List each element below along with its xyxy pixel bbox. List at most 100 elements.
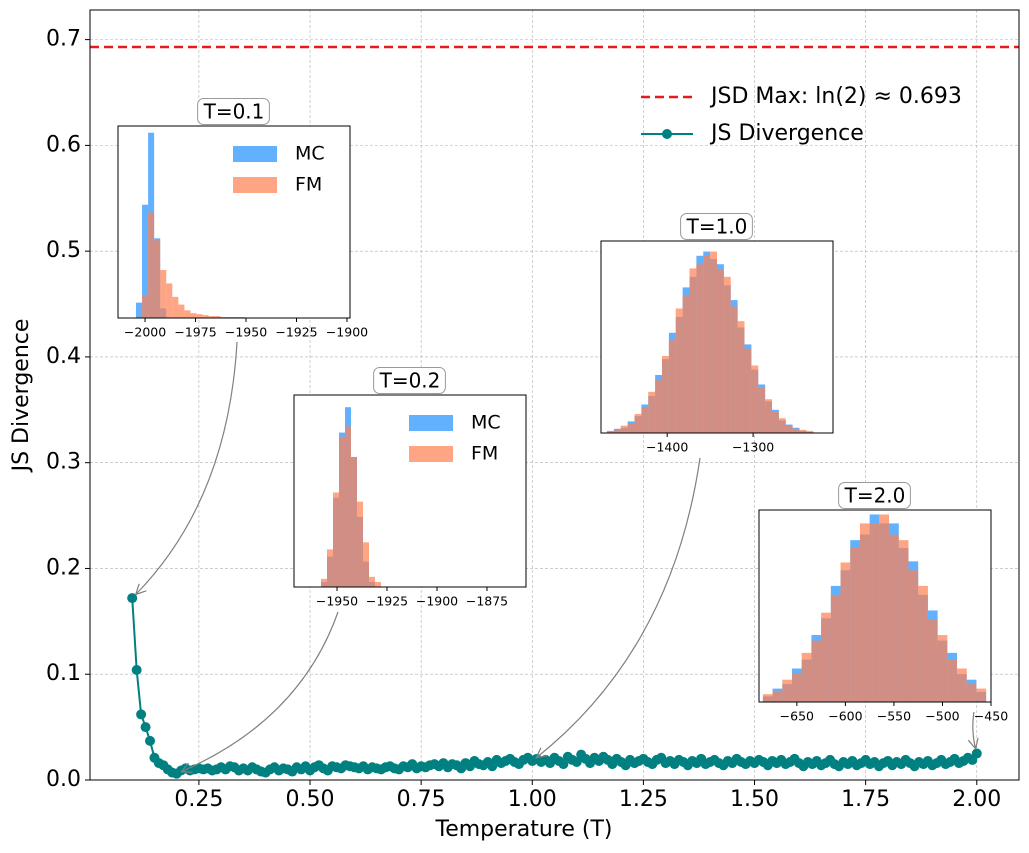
x-tick-label: −600 bbox=[828, 709, 862, 724]
x-tick-label: −1900 bbox=[416, 594, 458, 609]
legend-swatch bbox=[409, 446, 453, 462]
inset-frame bbox=[293, 394, 527, 588]
histogram-bar bbox=[811, 640, 822, 702]
data-point bbox=[558, 759, 569, 770]
histogram-bar bbox=[762, 694, 773, 702]
histogram-bar bbox=[166, 283, 173, 318]
histogram-bar bbox=[966, 684, 977, 702]
histogram-bar bbox=[142, 204, 149, 318]
data-point bbox=[571, 757, 582, 768]
histogram-bar bbox=[208, 316, 215, 318]
bars bbox=[607, 251, 814, 433]
legend-swatch bbox=[233, 177, 277, 193]
histogram-bar bbox=[859, 523, 870, 702]
x-tick-label: 1.25 bbox=[619, 787, 668, 812]
plot-frame bbox=[89, 9, 1020, 781]
histogram-bar bbox=[214, 316, 221, 318]
data-point bbox=[136, 709, 147, 720]
histogram-bar bbox=[154, 240, 161, 318]
histogram-bar bbox=[976, 688, 987, 702]
y-tick-label: 0.6 bbox=[46, 132, 81, 157]
x-tick-label: −1900 bbox=[326, 325, 368, 340]
data-point bbox=[145, 735, 156, 746]
y-tick-label: 0.4 bbox=[46, 344, 81, 369]
histogram-bar bbox=[778, 418, 786, 433]
histogram-bar bbox=[723, 276, 731, 433]
histogram-bar bbox=[135, 302, 143, 318]
x-tick-label: −1975 bbox=[174, 325, 216, 340]
histogram-bar bbox=[898, 540, 909, 702]
annotation-arrow bbox=[181, 611, 339, 772]
histogram-bar bbox=[799, 429, 807, 433]
x-tick-label: −550 bbox=[877, 709, 911, 724]
histogram-bar bbox=[655, 380, 663, 433]
histogram-bar bbox=[142, 294, 149, 318]
bars bbox=[762, 514, 987, 702]
histogram-bar bbox=[889, 534, 899, 702]
histogram-bar bbox=[785, 425, 793, 433]
inset-title-box bbox=[197, 98, 270, 125]
x-tick-label: 0.75 bbox=[397, 787, 446, 812]
x-tick-label: −1925 bbox=[366, 594, 408, 609]
legend-swatch bbox=[409, 415, 453, 431]
histogram-bar bbox=[648, 391, 656, 433]
x-tick-label: 0.25 bbox=[174, 787, 223, 812]
inset: −2000 −1975 −1950 −1925 −1900 T=0.1 MC FM bbox=[117, 98, 368, 340]
x-tick-label: 2.00 bbox=[952, 787, 1001, 812]
inset-title: T=2.0 bbox=[844, 484, 906, 508]
x-tick-label: −2000 bbox=[124, 325, 166, 340]
histogram-bar bbox=[327, 549, 333, 587]
histogram-bar bbox=[703, 255, 711, 433]
histogram-bar bbox=[345, 426, 351, 587]
data-point bbox=[131, 665, 142, 675]
histogram-bar bbox=[689, 268, 697, 433]
bars bbox=[135, 132, 246, 318]
legend-label: JSD Max: ln(2) ≈ 0.693 bbox=[709, 84, 962, 109]
histogram-bar bbox=[957, 668, 967, 702]
legend-label: FM bbox=[295, 174, 322, 196]
annotation-arrow bbox=[973, 711, 976, 749]
histogram-bar bbox=[869, 523, 880, 702]
histogram-bar bbox=[607, 431, 614, 433]
histogram-bar bbox=[937, 635, 948, 702]
histogram-bar bbox=[710, 251, 717, 433]
x-tick-label: −1300 bbox=[732, 440, 774, 455]
histogram-bar bbox=[184, 310, 191, 318]
y-tick-label: 0.3 bbox=[46, 450, 81, 475]
inset-frame bbox=[758, 509, 992, 703]
histogram-bar bbox=[947, 659, 958, 702]
y-axis-label: JS Divergence bbox=[9, 319, 34, 474]
inset: −650 −600 −550 −500 −450 T=2.0 bbox=[758, 482, 1008, 724]
x-tick-label: −1950 bbox=[225, 325, 267, 340]
histogram-bar bbox=[744, 348, 752, 433]
histogram-bar bbox=[369, 576, 375, 587]
x-tick-label: −500 bbox=[925, 709, 959, 724]
histogram-bar bbox=[662, 355, 669, 433]
histogram-bar bbox=[339, 436, 345, 587]
bars bbox=[321, 407, 381, 587]
inset-title-box bbox=[680, 213, 753, 240]
x-tick-label: −1875 bbox=[466, 594, 508, 609]
legend-label: JS Divergence bbox=[709, 121, 864, 146]
x-tick-label: 1.50 bbox=[730, 787, 779, 812]
data-point bbox=[971, 748, 982, 759]
histogram-bar bbox=[333, 492, 339, 587]
histogram-bar bbox=[682, 295, 690, 433]
histogram-bar bbox=[782, 679, 793, 702]
histogram-bar bbox=[696, 264, 704, 433]
histogram-bar bbox=[202, 315, 209, 318]
histogram-bar bbox=[613, 429, 621, 433]
legend-swatch bbox=[233, 146, 277, 162]
x-tick-label: 1.00 bbox=[508, 787, 557, 812]
x-axis-label: Temperature (T) bbox=[435, 817, 613, 842]
histogram-bar bbox=[627, 423, 635, 433]
histogram-bar bbox=[190, 313, 197, 318]
legend-label: MC bbox=[471, 412, 501, 434]
inset-title-box bbox=[838, 482, 911, 509]
x-tick-label: −450 bbox=[974, 709, 1008, 724]
legend-marker bbox=[662, 129, 672, 139]
histogram-bar bbox=[321, 578, 327, 587]
histogram-bar bbox=[751, 365, 759, 433]
histogram-bar bbox=[792, 428, 800, 433]
histogram-bar bbox=[830, 594, 841, 702]
